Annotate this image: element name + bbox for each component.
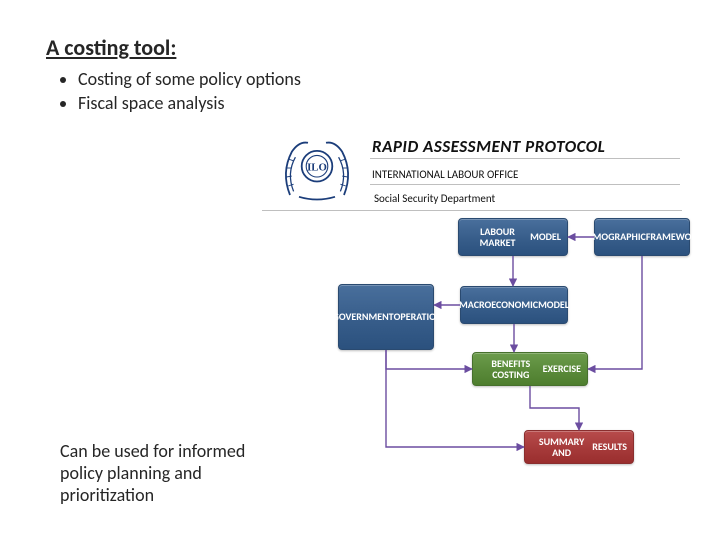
header-title: RAPID ASSESSMENT PROTOCOL xyxy=(372,136,605,157)
node-summary-results: SUMMARY ANDRESULTS xyxy=(524,430,634,464)
header-rule xyxy=(370,158,680,159)
header-rule xyxy=(262,210,682,211)
node-labour-market-model: LABOUR MARKETMODEL xyxy=(458,218,568,256)
node-benefits-costing: BENEFITS COSTINGEXERCISE xyxy=(472,352,588,386)
bullet-list: Costing of some policy optionsFiscal spa… xyxy=(60,68,301,116)
footnote-text: Can be used for informedpolicy planning … xyxy=(60,440,245,506)
header-rule xyxy=(370,184,680,185)
header-subtitle-1: INTERNATIONAL LABOUR OFFICE xyxy=(372,168,518,181)
page-title: A costing tool: xyxy=(46,34,176,61)
ilo-logo: ILO xyxy=(272,132,362,204)
bullet-item: Costing of some policy options xyxy=(78,68,301,90)
svg-text:ILO: ILO xyxy=(307,162,327,174)
node-macroeconomic-model: MACROECONOMICMODEL xyxy=(460,286,568,324)
footnote-line: policy planning and xyxy=(60,462,245,484)
bullet-item: Fiscal space analysis xyxy=(78,92,301,114)
node-government-operations: GENERALGOVERNMENTOPERATIONSMODEL xyxy=(338,284,434,350)
footnote-line: Can be used for informed xyxy=(60,440,245,462)
footnote-line: prioritization xyxy=(60,484,245,506)
header-subtitle-2: Social Security Department xyxy=(374,192,495,205)
node-demographic-framework: DEMOGRAPHICFRAMEWORK xyxy=(594,218,690,256)
